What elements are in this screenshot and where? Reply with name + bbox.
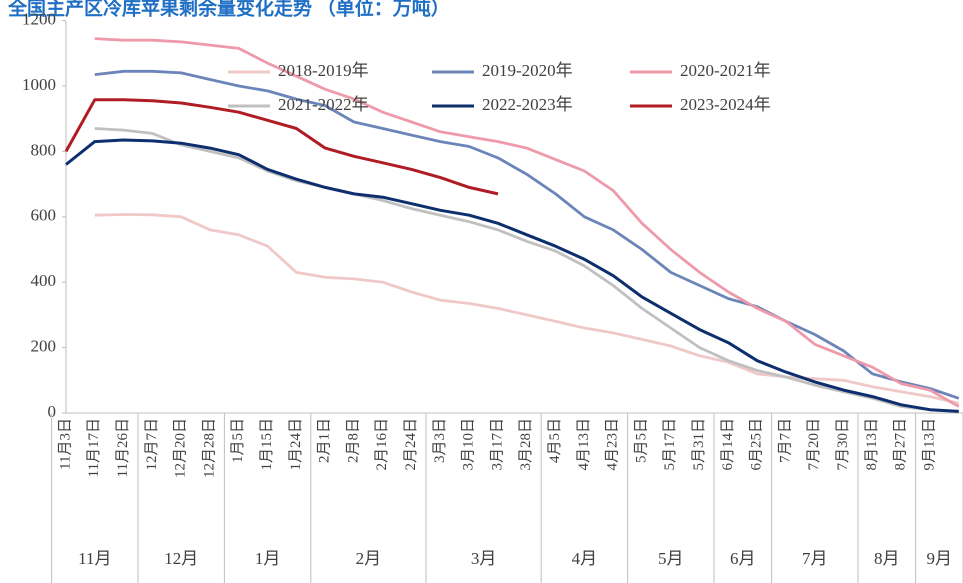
legend-label: 2022-2023年 (482, 95, 573, 114)
y-tick-label: 1000 (22, 75, 56, 94)
x-tick-label: 3月28日 (518, 418, 534, 471)
x-tick-label: 4月23日 (605, 418, 621, 471)
series-line (94, 37, 960, 408)
month-label: 6月 (730, 549, 756, 568)
y-tick-label: 0 (48, 402, 57, 421)
series-line (64, 98, 499, 196)
month-label: 8月 (874, 549, 900, 568)
x-tick-label: 3月3日 (432, 418, 448, 463)
x-tick-label: 3月17日 (489, 418, 505, 471)
month-label: 7月 (802, 549, 828, 568)
y-tick-label: 1200 (22, 10, 56, 29)
series-line (65, 138, 959, 413)
legend-label: 2018-2019年 (278, 61, 369, 80)
x-tick-label: 11月26日 (115, 418, 131, 477)
x-tick-label: 2月24日 (403, 418, 419, 471)
x-tick-label: 5月17日 (662, 418, 678, 471)
legend-label: 2019-2020年 (482, 61, 573, 80)
x-tick-label: 6月14日 (720, 418, 736, 471)
x-tick-label: 2月16日 (374, 418, 390, 471)
x-tick-label: 5月31日 (691, 418, 707, 471)
x-tick-label: 7月30日 (835, 418, 851, 471)
x-tick-label: 11月17日 (86, 418, 102, 477)
x-tick-label: 2月1日 (317, 418, 333, 463)
legend-label: 2021-2022年 (278, 95, 369, 114)
x-tick-label: 4月5日 (547, 418, 563, 463)
series-line (94, 213, 960, 405)
y-tick-label: 200 (31, 337, 57, 356)
x-tick-label: 3月10日 (461, 418, 477, 471)
x-tick-label: 12月20日 (173, 418, 189, 478)
series-line (94, 69, 960, 400)
y-tick-label: 400 (31, 271, 57, 290)
x-tick-label: 6月25日 (749, 418, 765, 471)
month-label: 9月 (927, 549, 953, 568)
month-label: 12月 (164, 549, 198, 568)
x-tick-label: 9月13日 (921, 418, 937, 471)
series-line (94, 127, 959, 413)
x-tick-label: 12月7日 (144, 418, 160, 471)
month-label: 11月 (78, 549, 111, 568)
x-tick-label: 5月5日 (633, 418, 649, 463)
x-tick-label: 2月8日 (345, 418, 361, 463)
x-tick-label: 1月15日 (259, 418, 275, 471)
x-tick-label: 4月13日 (576, 418, 592, 471)
month-label: 3月 (471, 549, 497, 568)
y-tick-label: 600 (31, 206, 57, 225)
month-label: 1月 (255, 549, 281, 568)
x-tick-label: 8月27日 (893, 418, 909, 471)
month-label: 4月 (572, 549, 598, 568)
x-tick-label: 12月28日 (201, 418, 217, 478)
month-label: 2月 (356, 549, 382, 568)
legend-label: 2023-2024年 (680, 95, 771, 114)
month-label: 5月 (658, 549, 684, 568)
legend-label: 2020-2021年 (680, 61, 771, 80)
y-tick-label: 800 (31, 140, 57, 159)
x-tick-label: 1月24日 (288, 418, 304, 471)
chart-title: 全国主产区冷库苹果剩余量变化走势 （单位：万吨） (7, 0, 450, 19)
x-tick-label: 1月5日 (230, 418, 246, 463)
x-tick-label: 8月13日 (864, 418, 880, 471)
x-tick-label: 11月3日 (57, 418, 73, 470)
x-tick-label: 7月7日 (777, 418, 793, 463)
x-tick-label: 7月20日 (806, 418, 822, 471)
